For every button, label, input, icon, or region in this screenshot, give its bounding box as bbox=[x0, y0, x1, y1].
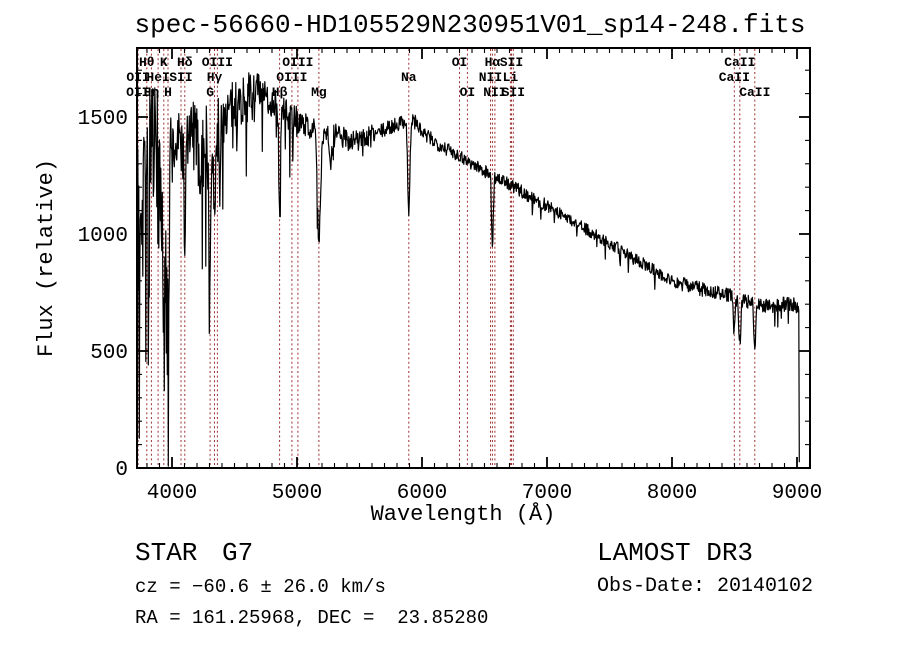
spectral-line-label: Hα bbox=[485, 55, 501, 70]
x-tick-label: 4000 bbox=[147, 482, 197, 505]
y-tick-label: 1000 bbox=[78, 225, 128, 248]
y-tick-label: 500 bbox=[90, 342, 128, 365]
spectral-line-label: Li bbox=[503, 70, 519, 85]
spectral-line-label: NII bbox=[483, 85, 506, 100]
page-title: spec-56660-HD105529N230951V01_sp14-248.f… bbox=[135, 10, 806, 40]
spectral-line-label: SII bbox=[169, 70, 192, 85]
spectral-line-label: CaII bbox=[719, 70, 750, 85]
spectral-line-label: OIII bbox=[202, 55, 233, 70]
ra-dec-value: RA = 161.25968, DEC = 23.85280 bbox=[135, 607, 488, 629]
obs-date-label: Obs-Date: 20140102 bbox=[597, 575, 813, 598]
spectral-line-label: CaII bbox=[739, 85, 770, 100]
class-label: STAR bbox=[135, 538, 197, 568]
plot-frame bbox=[136, 47, 811, 469]
spectral-line-labels: OIIOIIHθHηHeIKHSIIHδGHγOIIIHβOIIIOIIIMgN… bbox=[126, 55, 770, 100]
spectral-line-label: OIII bbox=[282, 55, 313, 70]
spectral-line-label: K bbox=[160, 55, 168, 70]
x-tick-label: 9000 bbox=[772, 482, 822, 505]
spectral-line-label: SII bbox=[502, 85, 525, 100]
spectral-line-label: CaII bbox=[724, 55, 755, 70]
spectral-line-label: NII bbox=[479, 70, 502, 85]
spectrum-line bbox=[136, 72, 800, 467]
x-tick-label: 8000 bbox=[647, 482, 697, 505]
spectral-line-label: OIII bbox=[276, 70, 307, 85]
y-tick-label: 1500 bbox=[78, 108, 128, 131]
spectral-line-label: G bbox=[206, 85, 214, 100]
cz-value: cz = −60.6 ± 26.0 km/s bbox=[135, 576, 386, 598]
spectral-line-label: SII bbox=[500, 55, 523, 70]
x-tick-label: 5000 bbox=[272, 482, 322, 505]
spectral-line-label: Hγ bbox=[207, 70, 223, 85]
spectral-line-label: H bbox=[164, 85, 172, 100]
spectral-line-label: OII bbox=[126, 70, 149, 85]
survey-label: LAMOST DR3 bbox=[597, 538, 753, 568]
spectral-line-markers bbox=[137, 49, 756, 467]
spectral-line-label: Mg bbox=[311, 85, 327, 100]
spectral-line-label: HeI bbox=[146, 70, 169, 85]
spectral-line-label: Hθ bbox=[139, 55, 155, 70]
flux-axis-label: Flux (relative) bbox=[34, 159, 59, 357]
y-tick-label: 0 bbox=[115, 459, 128, 482]
spectral-line-label: Hδ bbox=[177, 55, 193, 70]
spectral-line-label: OI bbox=[460, 85, 476, 100]
subclass-label: G7 bbox=[222, 538, 253, 568]
spectral-line-label: Na bbox=[401, 70, 417, 85]
x-tick-label: 7000 bbox=[522, 482, 572, 505]
axis-tick-labels: 4000 5000 6000 7000 8000 9000 0 500 1000 1500 bbox=[78, 108, 823, 505]
x-tick-label: 6000 bbox=[397, 482, 447, 505]
spectral-line-label: OI bbox=[452, 55, 468, 70]
wavelength-axis-label: Wavelength (Å) bbox=[371, 501, 556, 527]
spectral-line-label: Hβ bbox=[272, 85, 288, 100]
